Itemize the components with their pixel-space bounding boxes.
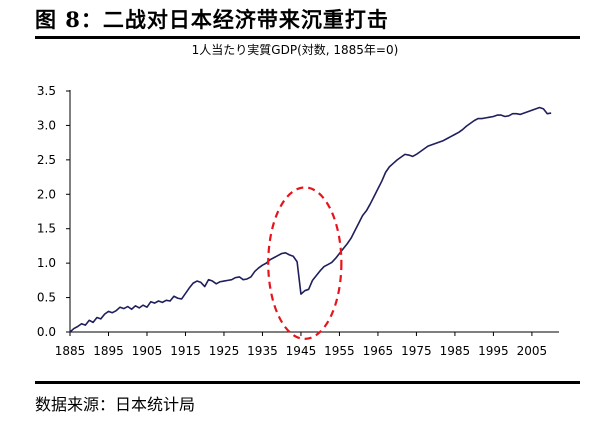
chart-ticks: 0.0 0.5 1.0 1.5 2.0 2.5 3.0 3.5 1885 1895 1905 1915… <box>37 84 547 358</box>
y-tick-label: 1.5 <box>37 222 56 236</box>
chart-title: 1人当たり実質GDP(対数, 1885年=0) <box>192 42 399 57</box>
source-note: 数据来源：日本统计局 <box>35 395 196 414</box>
y-tick-label: 0.0 <box>37 325 56 339</box>
x-tick-label: 1975 <box>401 344 432 358</box>
bottom-rule <box>35 381 580 384</box>
x-tick-label: 1925 <box>209 344 240 358</box>
x-tick-label: 1985 <box>440 344 471 358</box>
chart-plot-area <box>69 106 552 340</box>
y-tick-label: 1.0 <box>37 256 56 270</box>
x-tick-label: 1885 <box>55 344 86 358</box>
x-tick-label: 1915 <box>170 344 201 358</box>
x-tick-label: 1905 <box>132 344 163 358</box>
x-tick-label: 2005 <box>517 344 548 358</box>
top-rule <box>35 36 580 39</box>
y-tick-label: 2.0 <box>37 187 56 201</box>
gdp-line-chart: 1人当たり実質GDP(対数, 1885年=0) 0.0 0.5 1.0 1.5 2.0 2… <box>37 42 559 358</box>
x-tick-label: 1895 <box>93 344 124 358</box>
x-tick-label: 1955 <box>324 344 355 358</box>
y-tick-label: 3.5 <box>37 84 56 98</box>
x-tick-label: 1945 <box>286 344 317 358</box>
highlight-ellipse <box>267 186 343 340</box>
y-tick-label: 3.0 <box>37 118 56 132</box>
figure-title: 图 8：二战对日本经济带来沉重打击 <box>35 7 389 32</box>
x-tick-label: 1995 <box>478 344 509 358</box>
series-line <box>69 106 552 333</box>
x-tick-label: 1965 <box>363 344 394 358</box>
y-tick-label: 2.5 <box>37 153 56 167</box>
chart-axes <box>69 90 559 333</box>
y-tick-label: 0.5 <box>37 291 56 305</box>
x-tick-label: 1935 <box>247 344 278 358</box>
